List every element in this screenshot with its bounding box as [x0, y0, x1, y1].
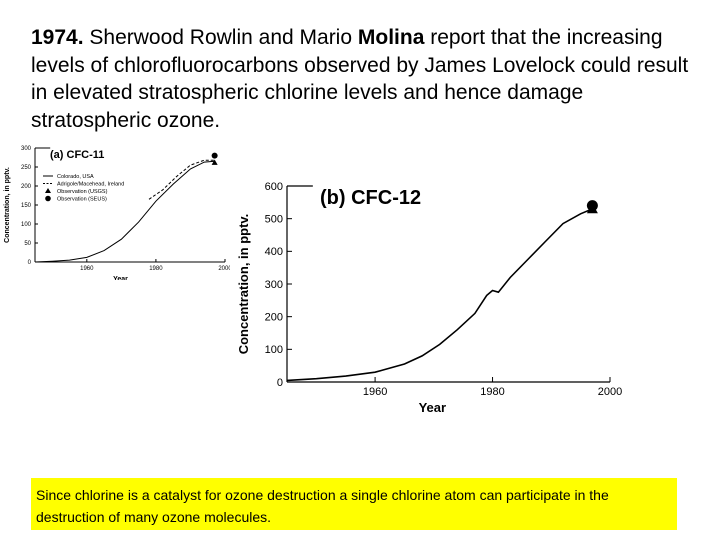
legend-label: Observation (SEUS)	[57, 197, 107, 203]
series-line-1	[34, 160, 215, 263]
y-tick-label: 500	[265, 214, 283, 226]
y-tick-label: 600	[265, 181, 283, 193]
chart-cfc-12: 0 100 200 300 400 500 600 1960 1980 2000 Year Conce…	[236, 181, 622, 413]
y-tick-label: 0	[28, 260, 32, 266]
title-year: 1974.	[31, 26, 84, 49]
y-tick-label: 100	[265, 344, 283, 356]
y-tick-label: 200	[265, 312, 283, 324]
y-tick-label: 200	[21, 184, 32, 190]
observation-point-triangle	[211, 159, 218, 165]
x-tick-label: 2000	[598, 386, 622, 398]
note-text: Since chlorine is a catalyst for ozone d…	[36, 487, 609, 525]
chart-title: (a) CFC-11	[50, 149, 104, 161]
legend-label: Adrigole/Macehead, Ireland	[57, 182, 124, 188]
legend-label: Observation (USGS)	[57, 189, 108, 195]
note-box: Since chlorine is a catalyst for ozone d…	[31, 478, 677, 530]
title-text-2: report that the increasing levels of chl…	[31, 26, 689, 132]
y-tick-label: 150	[21, 203, 32, 209]
y-tick-label: 50	[24, 241, 31, 247]
y-axis-label: Concentration, in pptv.	[4, 167, 11, 243]
slide-title: 1974. Sherwood Rowlin and Mario Molina r…	[31, 24, 691, 134]
y-tick-label: 250	[21, 165, 32, 171]
x-axis-label: Year	[419, 400, 446, 413]
x-tick-label: 1960	[363, 386, 387, 398]
observation-point-triangle	[586, 203, 598, 214]
title-text-1: Sherwood Rowlin and Mario	[83, 26, 358, 49]
chart-title: (b) CFC-12	[320, 187, 421, 209]
y-tick-label: 0	[277, 377, 283, 389]
x-tick-label: 1960	[80, 266, 94, 272]
y-tick-label: 400	[265, 246, 283, 258]
y-tick-label: 100	[21, 222, 32, 228]
title-name-molina: Molina	[357, 26, 425, 49]
y-tick-label: 300	[21, 146, 32, 152]
legend-label: Colorado, USA	[57, 174, 94, 180]
y-tick-label: 300	[265, 279, 283, 291]
x-tick-label: 1980	[480, 386, 504, 398]
chart-cfc-11: 0 50 100 150 200 250 300 1960 1980 2000 Year Concen…	[4, 146, 230, 280]
x-tick-label: 2000	[218, 266, 230, 272]
y-axis-label: Concentration, in pptv.	[236, 214, 251, 355]
legend-swatch-circle	[45, 195, 51, 202]
series-line-1	[286, 208, 593, 382]
legend-swatch-triangle	[45, 188, 51, 193]
x-axis-label: Year	[113, 276, 128, 280]
observation-point-circle	[211, 152, 218, 159]
series-line-2	[148, 159, 215, 200]
x-tick-label: 1980	[149, 266, 163, 272]
